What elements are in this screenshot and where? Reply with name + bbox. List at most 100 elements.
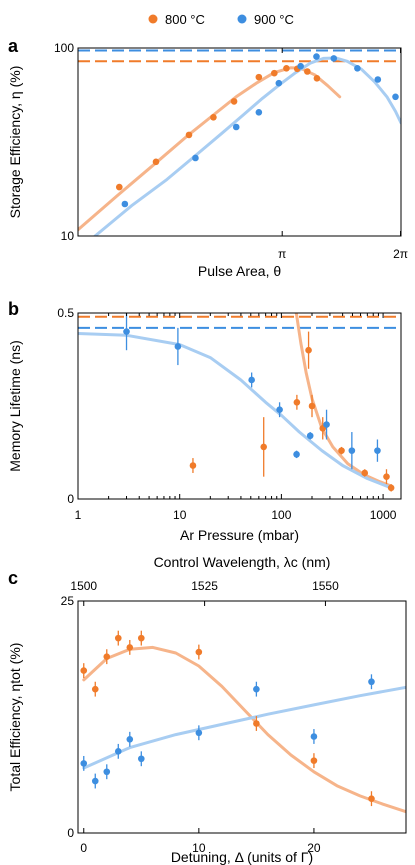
panel-b-xtick-label-3: 1000 (370, 508, 397, 522)
panel-b-point-orange-3 (305, 346, 312, 354)
panel-c-fit-blue (82, 685, 406, 770)
panel-a-point-blue-5 (297, 62, 304, 70)
panel-b-point-blue-1 (174, 343, 182, 350)
panel-b-plot-area (78, 313, 401, 492)
panel-c-toptick-label-2: 1550 (312, 579, 339, 593)
panel-b-point-orange-1 (260, 443, 268, 451)
panel-c-point-orange-8 (310, 757, 318, 764)
panel-c-toptick-label-0: 1500 (70, 579, 97, 593)
panel-c-point-orange-5 (137, 634, 145, 642)
legend-marker-900 (237, 14, 247, 24)
panel-b-fit-blue (78, 332, 393, 490)
panel-b-ytick-label-1: 0.5 (57, 306, 74, 320)
panel-c-chart: 0 10 20 1500 1525 1550 0 25 Detuning, Δ (units o… (7, 554, 407, 865)
legend-marker-800 (148, 14, 158, 24)
panel-b-point-blue-5 (306, 432, 314, 440)
panel-b-chart: 1 10 100 1000 0 0.5 Ar Pressure (mbar) Memory L… (7, 306, 402, 543)
panel-b-point-blue-6 (323, 421, 330, 428)
panel-b-fit-orange (294, 313, 393, 488)
panel-c-xaxis-title: Detuning, Δ (units of Γ) (171, 849, 313, 865)
panel-a-xtick-label-0: π (278, 247, 286, 261)
panel-c-point-blue-9 (368, 678, 375, 686)
panel-a-chart: π 2π 10 100 Pulse Area, θ Storage Efficiency,… (7, 41, 408, 279)
panel-b-point-blue-4 (293, 451, 300, 458)
panel-a-point-orange-3 (210, 113, 217, 121)
legend-label-900: 900 °C (254, 12, 294, 27)
panel-a-point-blue-8 (354, 64, 361, 72)
panel-a-yaxis-title: Storage Efficiency, η (%) (7, 66, 23, 219)
panel-b-point-orange-2 (293, 398, 301, 406)
panel-a-point-blue-2 (232, 123, 240, 131)
panel-c-point-blue-6 (195, 729, 203, 737)
panel-c-point-orange-1 (91, 685, 99, 693)
panel-b-ytick-label-0: 0 (67, 492, 74, 506)
panel-c-plot-area (80, 630, 406, 814)
panel-b-point-blue-0 (123, 328, 130, 335)
panel-a-point-blue-9 (374, 76, 382, 83)
panel-b-xtick-label-2: 100 (271, 508, 291, 522)
panel-b-point-orange-9 (387, 484, 395, 492)
panel-a-point-blue-7 (330, 55, 338, 62)
panel-c-point-orange-3 (114, 634, 122, 642)
panel-c-point-blue-1 (91, 777, 99, 785)
legend: 800 °C 900 °C (148, 12, 294, 27)
panel-a-point-orange-4 (230, 98, 238, 105)
panel-a-fit-orange (78, 66, 342, 232)
panel-a-xaxis-title: Pulse Area, θ (198, 263, 281, 279)
panel-c-xtick-label-1: 10 (192, 841, 206, 855)
panel-a-point-orange-9 (304, 68, 311, 75)
panel-c-point-blue-0 (80, 760, 88, 767)
panel-b-xtick-label-1: 10 (173, 508, 187, 522)
panel-c-point-orange-4 (126, 644, 134, 651)
panel-a-point-blue-4 (275, 79, 283, 87)
panel-a-point-orange-5 (255, 73, 263, 81)
panel-b-point-blue-8 (374, 447, 381, 454)
panel-a-point-blue-3 (255, 108, 263, 116)
panel-a-ytick-label-1: 100 (54, 41, 74, 55)
panel-a-ytick-label-0: 10 (61, 229, 75, 243)
panel-c-point-blue-4 (126, 735, 134, 743)
legend-label-800: 800 °C (165, 12, 205, 27)
panel-b-point-orange-6 (338, 447, 345, 454)
panel-c-fit-orange (82, 645, 406, 814)
panel-a-xtick-label-1: 2π (393, 247, 408, 261)
panel-letter-c: c (8, 568, 18, 588)
panel-b-point-orange-0 (189, 462, 197, 469)
panel-b-point-blue-7 (348, 447, 356, 454)
panel-c-ytick-label-0: 0 (67, 826, 74, 840)
panel-b-point-blue-2 (248, 376, 255, 384)
panel-c-point-blue-2 (103, 768, 111, 776)
panel-b-point-orange-4 (308, 402, 316, 410)
panel-c-point-blue-3 (114, 748, 122, 755)
panel-b-point-orange-7 (361, 469, 369, 477)
panel-c-point-orange-9 (368, 795, 375, 802)
panel-b-xtick-label-0: 1 (75, 508, 82, 522)
panel-b-point-orange-8 (383, 473, 390, 480)
panel-a-point-orange-0 (116, 183, 123, 191)
panel-a-point-orange-7 (283, 64, 290, 72)
panel-c-point-orange-7 (253, 720, 260, 727)
panel-a-fit-blue (93, 56, 401, 236)
panel-b-point-blue-3 (276, 406, 283, 414)
panel-c-ytick-label-1: 25 (61, 594, 75, 608)
panel-c-xtick-label-2: 20 (307, 841, 321, 855)
panel-c-point-blue-8 (310, 733, 318, 740)
panel-a-frame (77, 47, 402, 237)
panel-a-point-orange-1 (152, 158, 160, 166)
panel-c-point-blue-7 (253, 685, 260, 693)
panel-letter-b: b (8, 299, 19, 319)
panel-c-point-blue-5 (137, 755, 145, 763)
panel-c-point-orange-6 (195, 648, 203, 656)
panel-a-point-orange-2 (185, 131, 193, 139)
panel-b-xaxis-title: Ar Pressure (mbar) (180, 527, 299, 543)
panel-a-point-blue-10 (392, 93, 399, 101)
panel-b-frame (77, 312, 402, 500)
panel-c-point-orange-0 (80, 667, 88, 674)
panel-c-point-orange-2 (103, 653, 111, 660)
panel-a-point-blue-0 (121, 200, 129, 208)
panel-c-yaxis-title: Total Efficiency, ηtot (%) (7, 643, 23, 792)
panel-c-toptick-label-1: 1525 (191, 579, 218, 593)
panel-a-plot-area (78, 49, 401, 236)
panel-a-point-blue-6 (313, 53, 320, 60)
